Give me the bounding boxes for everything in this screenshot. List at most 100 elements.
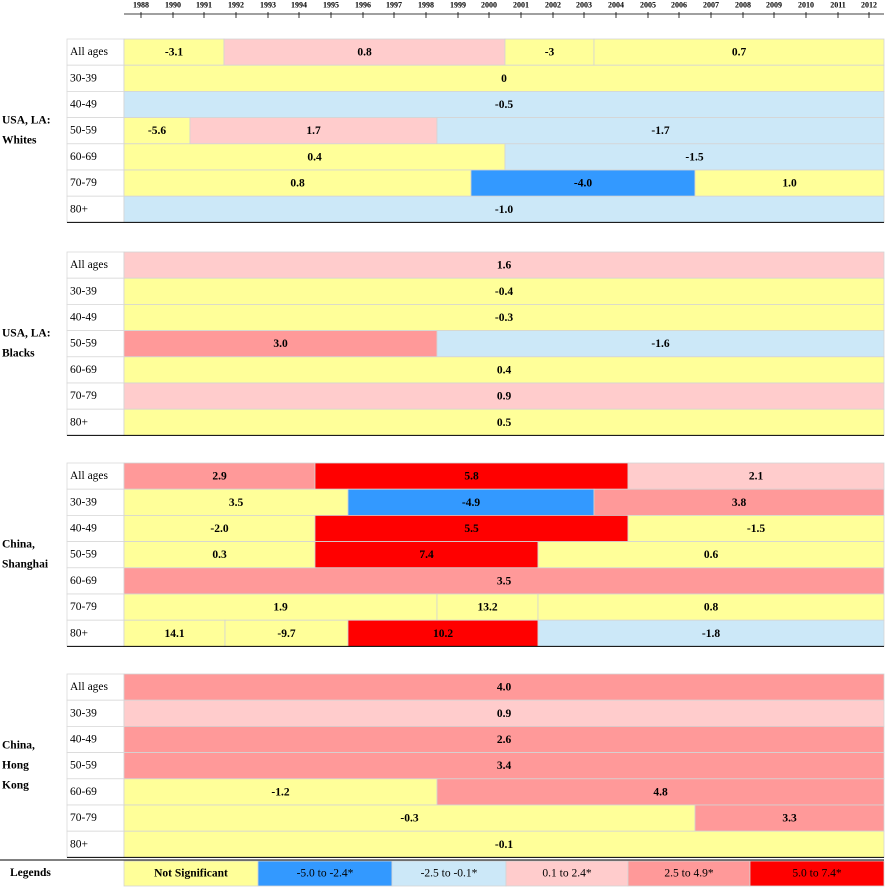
legend-swatch xyxy=(257,860,393,887)
apc-segment xyxy=(537,593,885,621)
apc-value-label: 1.0 xyxy=(782,178,797,190)
age-label: 40-49 xyxy=(70,99,97,111)
apc-value-label: -4.9 xyxy=(462,497,480,509)
year-tick-label: 2004 xyxy=(608,1,624,10)
legend-swatch xyxy=(627,860,751,887)
age-label-cell xyxy=(66,277,125,305)
age-label: All ages xyxy=(70,681,109,693)
apc-value-label: -9.7 xyxy=(277,628,295,640)
apc-segment xyxy=(123,330,438,358)
age-label-cell xyxy=(66,673,125,701)
year-tick-label: 1993 xyxy=(260,1,276,10)
apc-segment xyxy=(123,673,885,701)
year-tick-label: 2005 xyxy=(640,1,656,10)
age-label: 80+ xyxy=(70,838,88,850)
age-label: 30-39 xyxy=(70,72,97,84)
year-tick-label: 2003 xyxy=(576,1,592,10)
apc-value-label: 3.5 xyxy=(497,575,512,587)
apc-segment xyxy=(123,830,885,858)
apc-value-label: 3.5 xyxy=(229,497,244,509)
legend-title: Legends xyxy=(10,867,51,879)
apc-value-label: -1.6 xyxy=(651,338,669,350)
age-label: 60-69 xyxy=(70,151,97,163)
apc-value-label: -1.8 xyxy=(702,628,720,640)
legend-swatch xyxy=(505,860,629,887)
apc-segment xyxy=(123,251,885,279)
apc-value-label: -4.0 xyxy=(574,178,592,190)
age-label-cell xyxy=(66,91,125,119)
apc-value-label: 3.4 xyxy=(497,760,512,772)
apc-segment xyxy=(436,117,885,145)
legend-item-label: -2.5 to -0.1* xyxy=(421,868,478,880)
year-tick-label: 2012 xyxy=(861,1,877,10)
apc-value-label: 1.6 xyxy=(497,260,512,272)
age-label: 80+ xyxy=(70,416,88,428)
legend-swatch xyxy=(123,860,259,887)
age-label: 50-59 xyxy=(70,760,97,772)
apc-segment xyxy=(123,408,885,436)
year-tick-label: 1996 xyxy=(355,1,371,10)
year-tick-label: 1999 xyxy=(450,1,466,10)
age-label: 30-39 xyxy=(70,707,97,719)
year-tick-label: 2001 xyxy=(513,1,529,10)
apc-value-label: 13.2 xyxy=(477,602,497,614)
apc-value-label: 0.4 xyxy=(307,151,322,163)
apc-value-label: 1.7 xyxy=(306,125,321,137)
year-tick-label: 1990 xyxy=(165,1,181,10)
apc-value-label: -0.4 xyxy=(495,286,513,298)
apc-value-label: -1.5 xyxy=(685,151,703,163)
group-label: China, xyxy=(2,539,35,551)
apc-value-label: 2.1 xyxy=(749,471,764,483)
age-label: 70-79 xyxy=(70,601,97,613)
age-label-cell xyxy=(66,541,125,569)
apc-value-label: 2.6 xyxy=(497,734,512,746)
age-label-cell xyxy=(66,778,125,806)
apc-value-label: 0.9 xyxy=(497,391,512,403)
age-label: 40-49 xyxy=(70,734,97,746)
group-label: Shanghai xyxy=(2,559,49,571)
year-tick-label: 1997 xyxy=(386,1,402,10)
year-tick-label: 2011 xyxy=(830,1,846,10)
apc-value-label: -1.5 xyxy=(747,523,765,535)
age-label: 60-69 xyxy=(70,786,97,798)
apc-value-label: 3.8 xyxy=(732,497,747,509)
year-tick-label: 2007 xyxy=(703,1,719,10)
apc-segment xyxy=(593,488,885,516)
apc-value-label: -5.6 xyxy=(148,125,166,137)
age-label-cell xyxy=(66,38,125,66)
age-label: All ages xyxy=(70,46,109,58)
year-tick-label: 2009 xyxy=(766,1,782,10)
apc-value-label: 5.8 xyxy=(464,471,479,483)
apc-segment xyxy=(123,64,885,92)
apc-value-label: 0.3 xyxy=(212,549,227,561)
apc-value-label: -1.2 xyxy=(271,786,289,798)
age-label: 70-79 xyxy=(70,177,97,189)
year-tick-label: 2010 xyxy=(798,1,814,10)
age-label-cell xyxy=(66,804,125,832)
age-label: 60-69 xyxy=(70,364,97,376)
age-label-cell xyxy=(66,195,125,223)
apc-value-label: 14.1 xyxy=(164,628,184,640)
legend-swatch xyxy=(391,860,507,887)
age-label-cell xyxy=(66,382,125,410)
apc-value-label: -0.3 xyxy=(495,312,513,324)
age-label-cell xyxy=(66,143,125,171)
apc-value-label: 10.2 xyxy=(433,628,453,640)
group-label: Whites xyxy=(2,135,37,147)
age-label: 50-59 xyxy=(70,338,97,350)
age-label-cell xyxy=(66,515,125,543)
apc-segment xyxy=(347,619,539,647)
apc-segment xyxy=(123,752,885,780)
group-label: USA, LA: xyxy=(2,328,51,340)
apc-value-label: -3 xyxy=(545,47,555,59)
group-label: Kong xyxy=(2,780,29,792)
year-tick-label: 1991 xyxy=(196,1,212,10)
apc-value-label: 0.9 xyxy=(497,708,512,720)
apc-segment xyxy=(123,567,885,595)
age-label: All ages xyxy=(70,259,109,271)
apc-segment xyxy=(123,91,885,119)
apc-value-label: 3.0 xyxy=(273,338,288,350)
apc-segment xyxy=(537,541,885,569)
age-label: 40-49 xyxy=(70,523,97,535)
apc-value-label: 0.8 xyxy=(704,602,719,614)
